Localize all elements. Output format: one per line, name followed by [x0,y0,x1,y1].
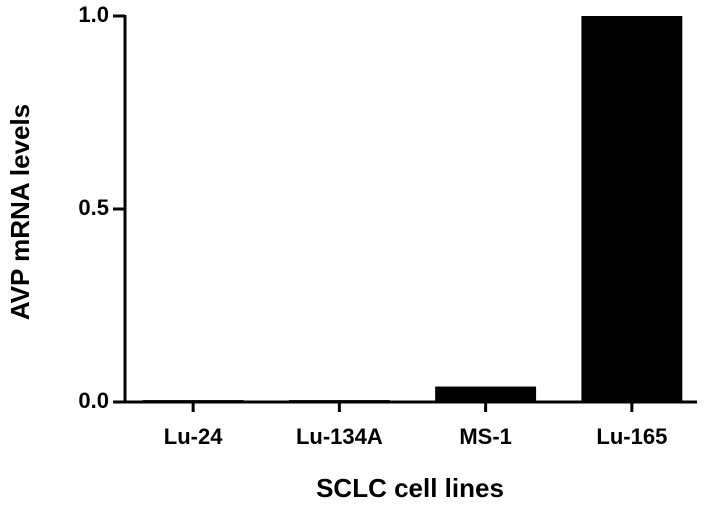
bar [581,16,683,402]
y-tick-label: 1.0 [78,2,109,27]
y-tick-label: 0.5 [78,195,109,220]
y-axis-title: AVP mRNA levels [5,104,35,320]
x-axis-title: SCLC cell lines [316,473,504,503]
bar [288,400,390,402]
x-tick-label: Lu-134A [296,424,383,449]
bar [142,400,244,402]
x-tick-label: Lu-165 [596,424,667,449]
y-tick-label: 0.0 [78,388,109,413]
x-tick-label: MS-1 [459,424,512,449]
x-tick-label: Lu-24 [164,424,223,449]
bar [435,386,537,402]
